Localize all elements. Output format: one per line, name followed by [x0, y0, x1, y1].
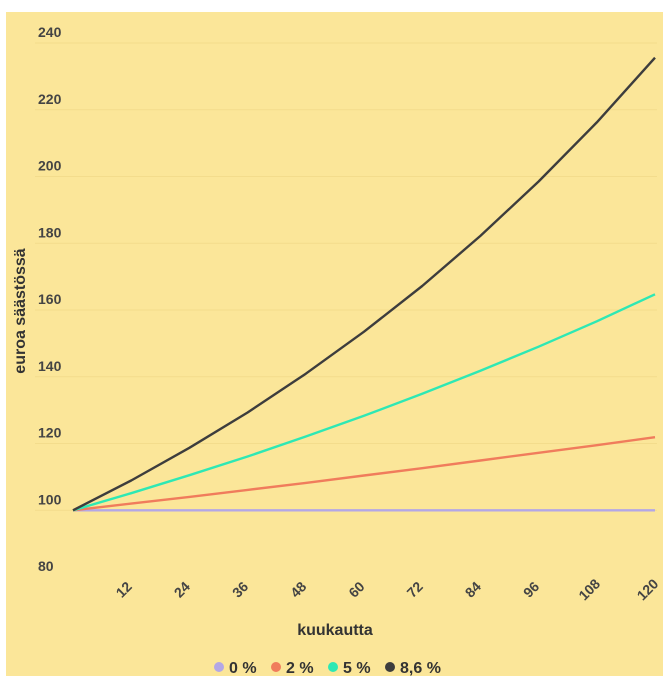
- y-axis-ticks: 80 100 120 140 160 180 200 220 240: [38, 24, 62, 574]
- legend-label: 8,6 %: [400, 660, 441, 677]
- series-line-3: [72, 56, 656, 512]
- y-tick-label: 140: [38, 358, 62, 374]
- y-tick-label: 80: [38, 558, 54, 574]
- x-tick-label: 12: [112, 578, 134, 600]
- series-line-1: [72, 436, 656, 512]
- x-tick-label: 48: [287, 578, 309, 600]
- x-tick-label: 24: [171, 578, 193, 600]
- x-axis-title: kuukautta: [297, 622, 373, 639]
- legend-label: 0 %: [229, 660, 257, 677]
- y-tick-label: 200: [38, 158, 62, 174]
- y-tick-label: 120: [38, 425, 62, 441]
- y-tick-label: 100: [38, 491, 62, 507]
- series-lines: [72, 56, 656, 512]
- legend-label: 5 %: [343, 660, 371, 677]
- x-tick-label: 108: [575, 575, 603, 603]
- gridlines: [35, 42, 657, 511]
- legend-marker: [271, 662, 281, 672]
- y-axis-title: euroa säästössä: [12, 248, 29, 374]
- legend: 0 % 2 % 5 % 8,6 %: [214, 660, 441, 677]
- x-tick-label: 84: [462, 578, 484, 600]
- chart-panel: [6, 12, 663, 676]
- legend-label: 2 %: [286, 660, 314, 677]
- x-tick-label: 72: [403, 578, 425, 600]
- series-line-2: [72, 293, 656, 512]
- x-tick-label: 36: [229, 578, 251, 600]
- legend-marker: [214, 662, 224, 672]
- y-tick-label: 160: [38, 291, 62, 307]
- y-tick-label: 240: [38, 24, 62, 40]
- legend-marker: [328, 662, 338, 672]
- y-tick-label: 220: [38, 91, 62, 107]
- x-tick-label: 96: [520, 578, 542, 600]
- x-tick-label: 60: [345, 578, 367, 600]
- x-axis-ticks: 12 24 36 48 60 72 84 96 108 120: [112, 575, 661, 603]
- x-tick-label: 120: [634, 575, 662, 603]
- y-tick-label: 180: [38, 224, 62, 240]
- legend-marker: [385, 662, 395, 672]
